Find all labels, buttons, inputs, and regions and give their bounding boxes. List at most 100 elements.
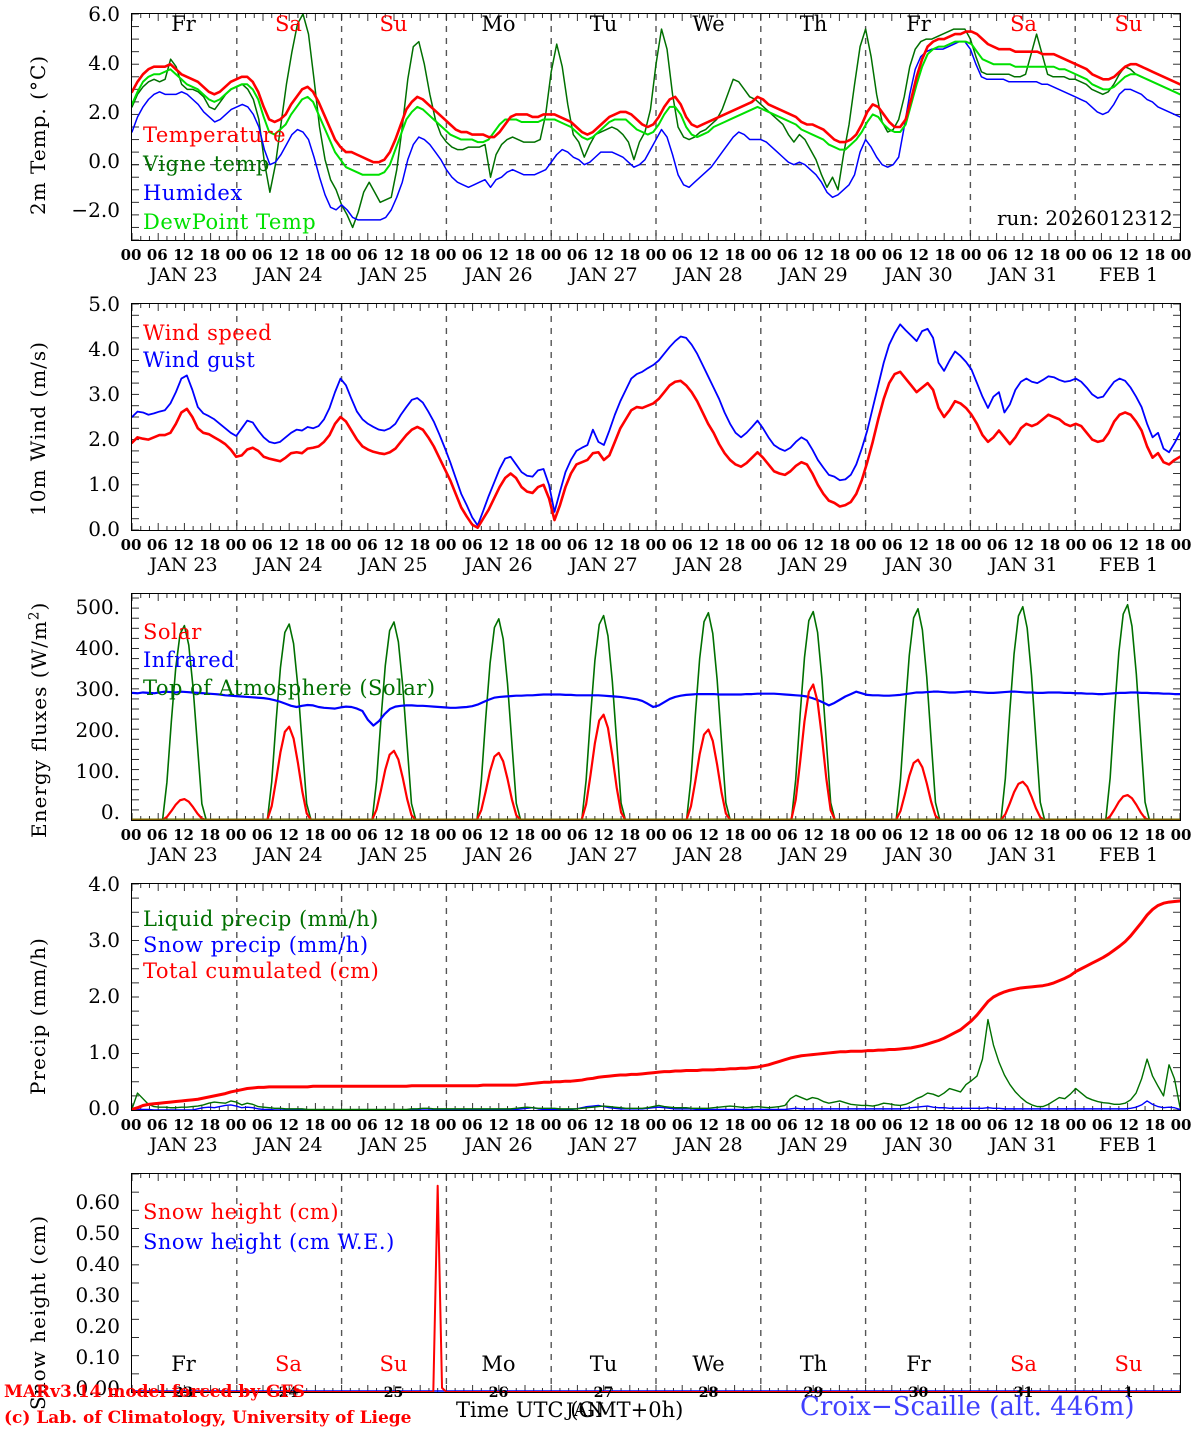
hour-tick-label: 18: [829, 246, 851, 264]
hour-tick-label: 00: [645, 536, 667, 554]
hour-tick-label: 18: [1144, 246, 1166, 264]
temperature-plot-area: [131, 13, 1181, 241]
hour-tick-label: 00: [1065, 246, 1087, 264]
hour-tick-label: 18: [304, 1116, 326, 1134]
hour-tick-label: 00: [225, 536, 247, 554]
day-name-label: Fr: [171, 1352, 196, 1376]
hour-tick-label: 12: [698, 536, 719, 554]
date-label: JAN 26: [464, 1134, 533, 1156]
hour-tick-label: 12: [698, 1116, 719, 1134]
hour-tick-label: 00: [435, 1116, 457, 1134]
hour-tick-label: 12: [278, 246, 299, 264]
day-number-label: 28: [698, 1385, 719, 1401]
hour-tick-label: 00: [1170, 246, 1192, 264]
snow-ytick-0: 0.60: [75, 1190, 120, 1214]
hour-tick-label: 12: [908, 246, 929, 264]
hour-tick-label: 00: [1065, 536, 1087, 554]
hour-tick-label: 12: [593, 826, 614, 844]
wind-plot-area: [131, 303, 1181, 531]
hour-tick-label: 00: [435, 826, 457, 844]
hour-tick-label: 06: [146, 536, 168, 554]
hour-tick-label: 06: [566, 1116, 588, 1134]
snow-ytick-5: 0.10: [75, 1345, 120, 1369]
panel-precipitation: Precip (mm/h) 4.0 3.0 2.0 1.0 0.0 Liquid…: [0, 870, 1194, 1160]
hour-tick-label: 06: [881, 536, 903, 554]
hour-tick-label: 18: [514, 826, 536, 844]
day-name-label: Su: [379, 12, 408, 36]
panel-energy-fluxes: Energy fluxes (W/m2) 500. 400. 300. 200.…: [0, 580, 1194, 870]
day-name-label: Sa: [1010, 1352, 1037, 1376]
hour-tick-label: 00: [1170, 1116, 1192, 1134]
hour-tick-label: 18: [829, 826, 851, 844]
hour-tick-label: 18: [514, 1116, 536, 1134]
day-name-label: Tu: [589, 12, 618, 36]
energy-ytick-2: 300.: [75, 677, 120, 701]
hour-tick-label: 12: [1013, 826, 1034, 844]
hour-tick-label: 06: [461, 536, 483, 554]
date-label: JAN 29: [779, 844, 848, 866]
hour-tick-label: 18: [724, 826, 746, 844]
day-number-label: 27: [593, 1385, 614, 1401]
hour-tick-label: 18: [619, 1116, 641, 1134]
hour-tick-label: 00: [750, 1116, 772, 1134]
date-label: JAN 31: [989, 264, 1058, 286]
date-label: JAN 25: [359, 554, 428, 576]
hour-tick-label: 06: [566, 536, 588, 554]
precip-legend-snow: Snow precip (mm/h): [143, 933, 369, 957]
hour-tick-label: 18: [514, 536, 536, 554]
hour-tick-label: 00: [225, 246, 247, 264]
day-name-label: Mo: [481, 12, 516, 36]
hour-tick-label: 00: [540, 1116, 562, 1134]
hour-tick-label: 18: [409, 1116, 431, 1134]
hour-tick-label: 18: [1144, 826, 1166, 844]
hour-tick-label: 12: [383, 1116, 404, 1134]
wind-legend-speed: Wind speed: [143, 321, 273, 345]
hour-tick-label: 12: [1118, 826, 1139, 844]
precip-y-axis-label: Precip (mm/h): [26, 937, 50, 1095]
date-label: JAN 26: [464, 844, 533, 866]
snow-ytick-2: 0.40: [75, 1252, 120, 1276]
date-label: JAN 26: [464, 554, 533, 576]
hour-tick-label: 06: [1091, 1116, 1113, 1134]
hour-tick-label: 18: [724, 1116, 746, 1134]
hour-tick-label: 00: [120, 246, 142, 264]
time-axis-label: Time UTC (GMT+0h): [456, 1398, 684, 1422]
panel-temperature: 2m Temp. (°C) 6.0 4.0 2.0 0.0 −2.0 Tempe…: [0, 0, 1194, 290]
hour-tick-label: 00: [960, 1116, 982, 1134]
hour-tick-label: 18: [199, 246, 221, 264]
temperature-ytick-3: 0.0: [88, 149, 120, 173]
wind-ytick-0: 5.0: [88, 292, 120, 316]
hour-tick-label: 06: [251, 1116, 273, 1134]
hour-tick-label: 00: [435, 536, 457, 554]
day-number-label: 31: [1013, 1385, 1034, 1401]
temperature-y-axis-label: 2m Temp. (°C): [26, 54, 50, 215]
hour-tick-label: 00: [330, 1116, 352, 1134]
hour-tick-label: 18: [1039, 826, 1061, 844]
date-label: JAN 25: [359, 844, 428, 866]
hour-tick-label: 06: [461, 246, 483, 264]
hour-tick-label: 06: [461, 1116, 483, 1134]
hour-tick-label: 18: [199, 1116, 221, 1134]
hour-tick-label: 06: [881, 246, 903, 264]
hour-tick-label: 00: [1170, 536, 1192, 554]
date-label: JAN 24: [254, 844, 323, 866]
hour-tick-label: 00: [960, 246, 982, 264]
snow-ytick-4: 0.20: [75, 1314, 120, 1338]
hour-tick-label: 06: [251, 246, 273, 264]
hour-tick-label: 18: [829, 536, 851, 554]
date-label: JAN 27: [569, 1134, 638, 1156]
snow-legend-height-we: Snow height (cm W.E.): [143, 1230, 395, 1254]
hour-tick-label: 06: [986, 246, 1008, 264]
date-label: JAN 31: [989, 1134, 1058, 1156]
temperature-legend-humidex: Humidex: [143, 181, 243, 205]
hour-tick-label: 06: [671, 536, 693, 554]
hour-tick-label: 18: [934, 826, 956, 844]
hour-tick-label: 12: [383, 246, 404, 264]
day-number-label: 24: [278, 1385, 299, 1401]
hour-tick-label: 00: [330, 536, 352, 554]
hour-tick-label: 12: [488, 826, 509, 844]
date-label: JAN 24: [254, 1134, 323, 1156]
day-number-label: 29: [803, 1385, 824, 1401]
hour-tick-label: 00: [1065, 1116, 1087, 1134]
temperature-legend-vigne: Vigne temp: [143, 152, 270, 176]
